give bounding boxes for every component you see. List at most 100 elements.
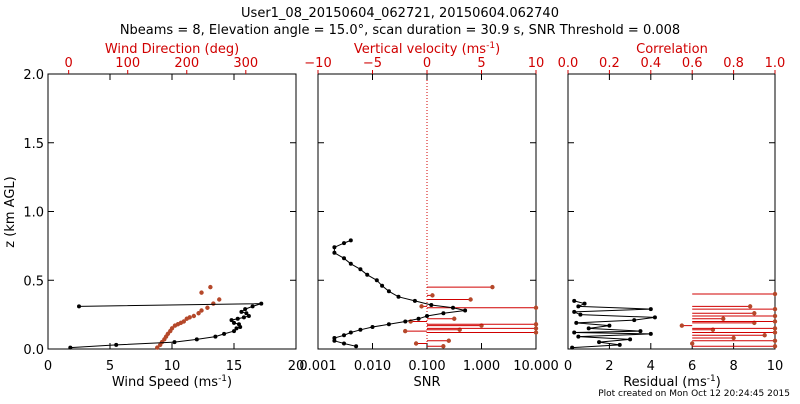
- residual-panel: Correlation Residual (ms-1) 0 2 4 6 8 10 0.0 0.…: [558, 42, 786, 390]
- snr-panel: Vertical velocity (ms-1) SNR 0.001 0.010 0…: [299, 41, 558, 390]
- snr-secondary-point: [446, 338, 451, 343]
- wind-xtick-label: 20: [288, 359, 305, 374]
- snr-secondary-point: [533, 326, 539, 331]
- wind-primary-point: [241, 315, 246, 320]
- snr-secondary-point: [419, 304, 424, 309]
- wind-primary-point: [232, 320, 236, 325]
- snr-primary-point: [348, 238, 353, 243]
- wind-top-tick-label: 0: [65, 56, 73, 71]
- snr-top-tick-label: 0: [423, 56, 431, 71]
- vertical-velocity-axis-label: Vertical velocity (ms-1): [354, 41, 500, 57]
- snr-top-tick-label: 10: [528, 56, 545, 71]
- wind-secondary-point: [211, 301, 216, 306]
- snr-primary-point: [332, 245, 337, 250]
- residual-secondary-point: [772, 313, 778, 319]
- wind-secondary-point: [208, 284, 213, 290]
- snr-primary-point: [332, 250, 337, 255]
- residual-primary-point: [632, 318, 637, 323]
- wind-top-tick-label: 200: [174, 56, 199, 71]
- snr-primary-point: [412, 298, 417, 303]
- wind-secondary-point: [196, 311, 201, 316]
- wind-primary-point: [234, 326, 239, 331]
- snr-secondary-point: [452, 316, 457, 321]
- wind-primary-point: [243, 307, 248, 312]
- snr-primary-point: [354, 344, 359, 349]
- wind-primary-point: [114, 342, 119, 347]
- wind-secondary-point: [205, 305, 210, 310]
- residual-primary-line: [572, 300, 655, 349]
- residual-secondary-point: [772, 306, 778, 312]
- wind-primary-point: [232, 329, 236, 334]
- snr-primary-point: [386, 289, 391, 294]
- residual-primary-point: [572, 298, 577, 303]
- residual-top-tick-label: 0.4: [640, 56, 661, 71]
- snr-primary-point: [358, 327, 363, 332]
- snr-secondary-point: [403, 328, 408, 334]
- snr-primary-point: [332, 336, 337, 340]
- snr-axis-label: SNR: [413, 375, 440, 390]
- residual-secondary-point: [772, 330, 778, 335]
- altitude-tick-label: 1.5: [23, 137, 44, 152]
- residual-primary-point: [638, 329, 643, 334]
- snr-xtick-label: 0.100: [408, 359, 445, 374]
- wind-primary-point: [172, 340, 177, 345]
- residual-primary-point: [648, 331, 653, 336]
- wind-primary-point: [259, 301, 264, 306]
- residual-secondary-point: [772, 319, 778, 324]
- residual-primary-point: [570, 345, 575, 350]
- wind-secondary-point: [169, 326, 175, 331]
- wind-primary-point: [239, 309, 244, 314]
- residual-secondary-point: [752, 311, 757, 316]
- residual-top-tick-label: 0.0: [558, 56, 579, 71]
- wind-secondary-point: [217, 297, 222, 302]
- snr-primary-point: [403, 319, 408, 324]
- snr-primary-point: [429, 303, 434, 307]
- wind-xtick-label: 5: [106, 359, 114, 374]
- snr-primary-point: [386, 322, 391, 327]
- residual-primary-point: [582, 301, 587, 306]
- snr-secondary-point: [533, 305, 539, 310]
- wind-panel: Wind Direction (deg) z (km AGL) Wind Spe…: [3, 42, 304, 390]
- residual-secondary-point: [679, 323, 685, 328]
- snr-top-tick-label: 5: [477, 56, 485, 71]
- residual-secondary-point: [747, 304, 753, 309]
- residual-secondary-point: [762, 333, 767, 338]
- snr-secondary-point: [430, 293, 435, 298]
- residual-primary-point: [574, 320, 579, 325]
- plot-created-footer: Plot created on Mon Oct 12 20:24:45 2015: [598, 389, 790, 399]
- residual-xtick-label: 10: [767, 359, 784, 374]
- snr-primary-point: [416, 316, 421, 321]
- snr-secondary-point: [533, 330, 539, 335]
- wind-speed-axis-label: Wind Speed (ms-1): [112, 374, 232, 390]
- wind-xtick-label: 15: [226, 359, 243, 374]
- wind-primary-point: [250, 304, 255, 309]
- snr-primary-point: [342, 256, 347, 261]
- wind-secondary-point: [187, 315, 192, 320]
- snr-primary-line: [333, 239, 466, 347]
- wind-secondary-point: [199, 308, 204, 313]
- correlation-axis-label: Correlation: [636, 42, 708, 57]
- residual-secondary-point: [731, 335, 736, 341]
- residual-axis-label: Residual (ms-1): [623, 374, 721, 390]
- residual-secondary-point: [690, 341, 695, 346]
- residual-top-tick-label: 1.0: [765, 56, 786, 71]
- snr-top-tick-label: −5: [363, 56, 382, 71]
- wind-primary-point: [246, 314, 251, 318]
- wind-primary-point: [222, 331, 227, 336]
- wind-primary-point: [68, 345, 73, 350]
- snr-top-tick-label: −10: [304, 56, 331, 71]
- snr-primary-point: [365, 272, 370, 277]
- wind-secondary-point: [155, 345, 160, 350]
- snr-secondary-point: [413, 341, 419, 346]
- snr-primary-point: [451, 305, 456, 310]
- residual-xtick-label: 6: [688, 359, 696, 374]
- chart-title-line2: Nbeams = 8, Elevation angle = 15.0°, sca…: [120, 23, 680, 38]
- wind-primary-point: [194, 337, 199, 342]
- snr-primary-point: [425, 314, 429, 318]
- snr-secondary-point: [441, 344, 446, 349]
- residual-top-tick-label: 0.6: [682, 56, 703, 71]
- snr-primary-point: [332, 338, 337, 343]
- wind-secondary-point: [181, 319, 187, 324]
- wind-secondary-point: [191, 313, 197, 319]
- residual-primary-point: [572, 309, 577, 314]
